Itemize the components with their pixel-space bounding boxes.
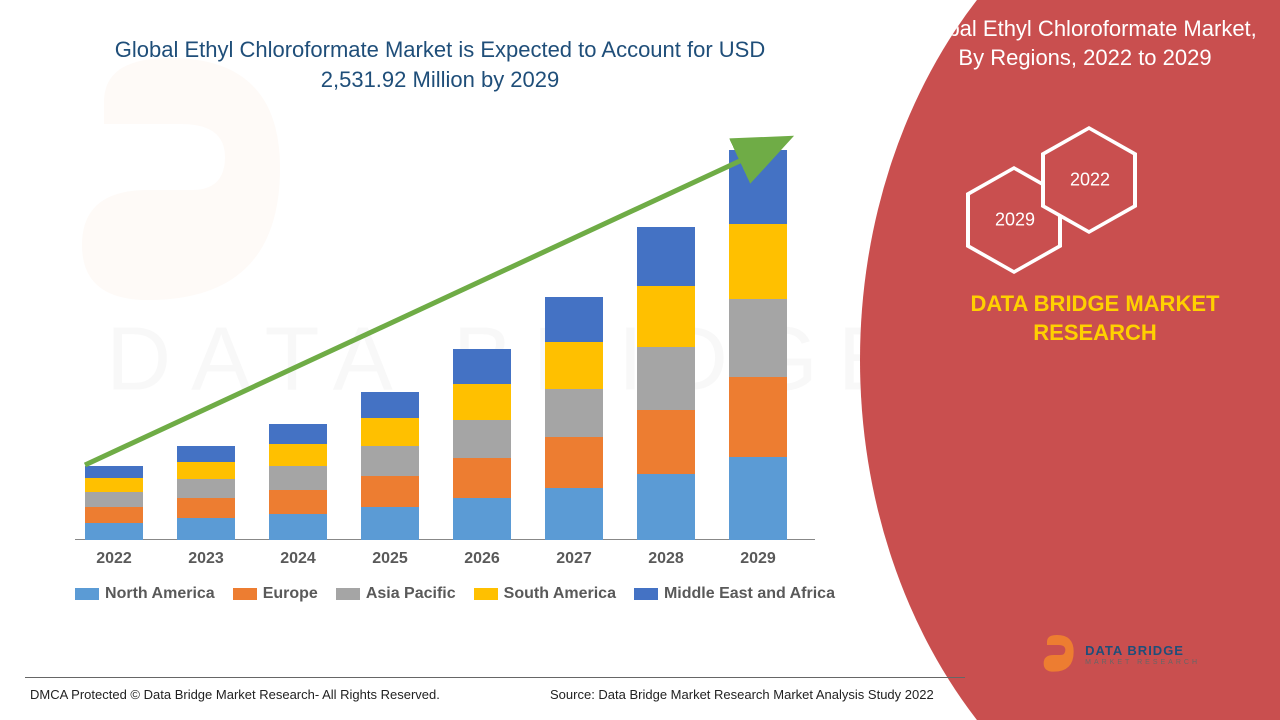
x-axis-label: 2029 bbox=[740, 550, 776, 568]
legend-swatch bbox=[634, 588, 658, 600]
bar-segment bbox=[637, 347, 695, 410]
bar-segment bbox=[453, 498, 511, 540]
bar-segment bbox=[177, 498, 235, 518]
hexagon: 2022 bbox=[1045, 130, 1135, 230]
bar-group: 2022 bbox=[85, 466, 143, 540]
bar-segment bbox=[453, 384, 511, 421]
legend-item: Asia Pacific bbox=[336, 585, 456, 603]
bar-segment bbox=[361, 418, 419, 446]
legend-label: Asia Pacific bbox=[366, 585, 456, 603]
legend-label: South America bbox=[504, 585, 616, 603]
bar-segment bbox=[269, 424, 327, 444]
x-axis-label: 2028 bbox=[648, 550, 684, 568]
bar-segment bbox=[545, 297, 603, 342]
x-axis-label: 2022 bbox=[96, 550, 132, 568]
bar-segment bbox=[269, 490, 327, 514]
bar-group: 2026 bbox=[453, 349, 511, 540]
bar-segment bbox=[361, 392, 419, 418]
bar-segment bbox=[637, 286, 695, 347]
footer-source: Source: Data Bridge Market Research Mark… bbox=[550, 687, 934, 702]
bar-group: 2023 bbox=[177, 446, 235, 540]
legend-swatch bbox=[75, 588, 99, 600]
bar-group: 2025 bbox=[361, 392, 419, 540]
bar-segment bbox=[361, 476, 419, 507]
legend-item: North America bbox=[75, 585, 215, 603]
footer-copyright: DMCA Protected © Data Bridge Market Rese… bbox=[30, 687, 440, 702]
bar-segment bbox=[637, 227, 695, 286]
footer-logo: DATA BRIDGE MARKET RESEARCH bbox=[1037, 635, 1200, 675]
bar-segment bbox=[453, 349, 511, 384]
bar-segment bbox=[85, 466, 143, 478]
hexagon-label: 2029 bbox=[995, 210, 1035, 231]
legend-label: North America bbox=[105, 585, 215, 603]
logo-subtext: MARKET RESEARCH bbox=[1085, 659, 1200, 666]
legend-label: Middle East and Africa bbox=[664, 585, 835, 603]
bar-segment bbox=[361, 446, 419, 476]
bar-segment bbox=[729, 457, 787, 540]
legend-label: Europe bbox=[263, 585, 318, 603]
bar-group: 2029 bbox=[729, 150, 787, 540]
right-panel: Global Ethyl Chloroformate Market, By Re… bbox=[860, 0, 1280, 720]
bar-segment bbox=[729, 299, 787, 377]
bar-segment bbox=[177, 479, 235, 498]
bar-segment bbox=[637, 410, 695, 474]
bar-segment bbox=[85, 507, 143, 523]
bar-segment bbox=[269, 444, 327, 466]
bar-segment bbox=[177, 518, 235, 540]
bar-segment bbox=[269, 514, 327, 540]
bar-segment bbox=[729, 150, 787, 224]
bar-segment bbox=[177, 446, 235, 462]
bar-segment bbox=[453, 420, 511, 458]
chart-legend: North America Europe Asia Pacific South Ame… bbox=[75, 585, 835, 603]
bar-segment bbox=[545, 437, 603, 487]
bar-segment bbox=[729, 377, 787, 457]
legend-swatch bbox=[233, 588, 257, 600]
bar-segment bbox=[361, 507, 419, 540]
legend-item: South America bbox=[474, 585, 616, 603]
bar-segment bbox=[637, 474, 695, 540]
hexagon-label: 2022 bbox=[1070, 170, 1110, 191]
x-axis-label: 2023 bbox=[188, 550, 224, 568]
bar-segment bbox=[545, 488, 603, 540]
x-axis-label: 2024 bbox=[280, 550, 316, 568]
bar-group: 2027 bbox=[545, 297, 603, 540]
bar-segment bbox=[85, 478, 143, 492]
bar-segment bbox=[269, 466, 327, 489]
legend-item: Europe bbox=[233, 585, 318, 603]
bar-segment bbox=[545, 389, 603, 438]
chart-plot-area: 2022 2023 2024 2025 2026 2027 2028 2029 bbox=[75, 130, 815, 540]
right-panel-title: Global Ethyl Chloroformate Market, By Re… bbox=[910, 15, 1260, 72]
x-axis-label: 2026 bbox=[464, 550, 500, 568]
bar-segment bbox=[545, 342, 603, 389]
logo-mark-icon bbox=[1037, 635, 1077, 675]
x-axis-label: 2025 bbox=[372, 550, 408, 568]
legend-item: Middle East and Africa bbox=[634, 585, 835, 603]
legend-swatch bbox=[474, 588, 498, 600]
bar-segment bbox=[85, 523, 143, 540]
bar-group: 2024 bbox=[269, 424, 327, 540]
bar-segment bbox=[453, 458, 511, 498]
x-axis-label: 2027 bbox=[556, 550, 592, 568]
bar-segment bbox=[85, 492, 143, 507]
bar-segment bbox=[729, 224, 787, 300]
bar-segment bbox=[177, 462, 235, 479]
legend-swatch bbox=[336, 588, 360, 600]
brand-text: DATA BRIDGE MARKET RESEARCH bbox=[940, 290, 1250, 347]
bar-group: 2028 bbox=[637, 227, 695, 540]
footer-divider bbox=[25, 677, 965, 678]
chart-title: Global Ethyl Chloroformate Market is Exp… bbox=[80, 35, 800, 94]
logo-text: DATA BRIDGE bbox=[1085, 644, 1200, 658]
